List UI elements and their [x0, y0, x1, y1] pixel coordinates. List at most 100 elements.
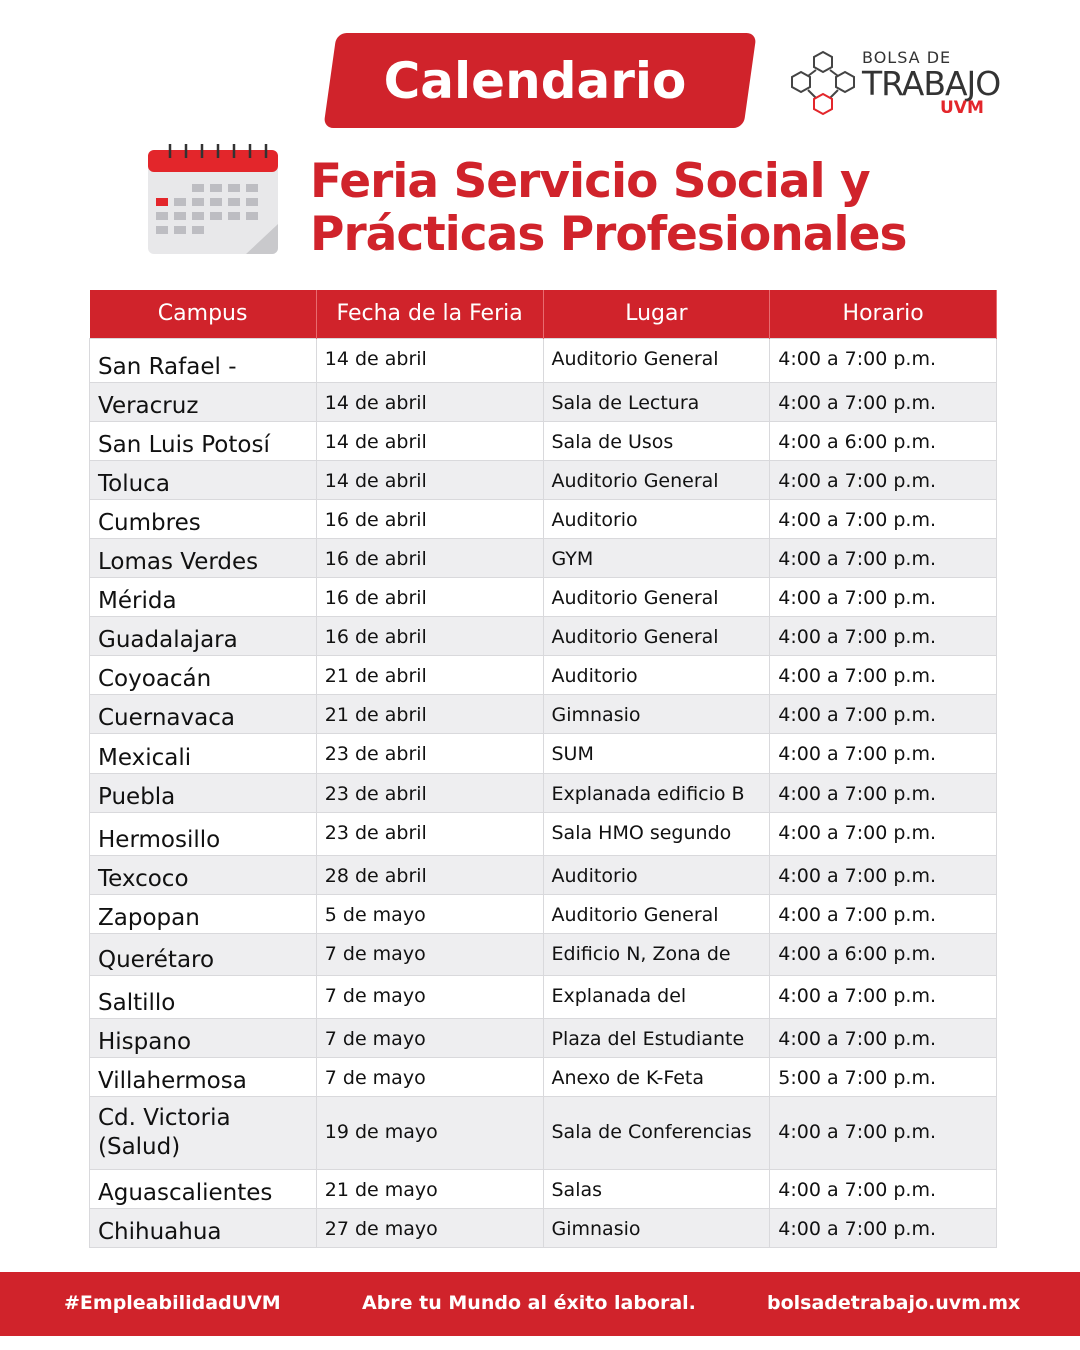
- table-row: Veracruz 14 de abril Sala de Lectura 4:00 a…: [89, 381, 997, 422]
- lugar-cell: Plaza del Estudiante: [542, 1017, 771, 1058]
- fecha-cell: 7 de mayo: [315, 932, 544, 976]
- campus-cell: Cuernavaca: [89, 693, 317, 734]
- header-fecha: Fecha de la Feria: [316, 290, 544, 338]
- logo-line2: TRABAJO: [862, 64, 1001, 103]
- horario-cell: 4:00 a 6:00 p.m.: [769, 420, 997, 461]
- fecha-cell: 21 de mayo: [315, 1168, 544, 1209]
- campus-cell: Guadalajara: [89, 615, 317, 656]
- campus-cell: Zapopan: [89, 893, 317, 934]
- fecha-cell: 16 de abril: [315, 537, 544, 578]
- table-row: Coyoacán 21 de abril Auditorio 4:00 a 7:00 …: [89, 654, 997, 695]
- horario-cell: 4:00 a 7:00 p.m.: [769, 337, 997, 383]
- title-line1: Feria Servicio Social y: [310, 154, 871, 209]
- lugar-cell: Explanada del: [542, 974, 771, 1019]
- header-campus: Campus: [89, 290, 317, 338]
- horario-cell: 4:00 a 7:00 p.m.: [769, 1017, 997, 1058]
- campus-cell: Hermosillo: [89, 811, 317, 856]
- fecha-cell: 16 de abril: [315, 576, 544, 617]
- fecha-cell: 7 de mayo: [315, 1056, 544, 1097]
- table-row: Saltillo 7 de mayo Explanada del 4:00 a 7:0…: [89, 974, 997, 1019]
- campus-cell: Mexicali: [89, 732, 317, 774]
- header-horario: Horario: [769, 290, 997, 338]
- horario-cell: 4:00 a 7:00 p.m.: [769, 974, 997, 1019]
- table-row: Guadalajara 16 de abril Auditorio General 4…: [89, 615, 997, 656]
- campus-cell: Villahermosa: [89, 1056, 317, 1097]
- table-row: Toluca 14 de abril Auditorio General 4:00 a…: [89, 459, 997, 500]
- lugar-cell: SUM: [542, 732, 771, 774]
- table-row: San Luis Potosí 14 de abril Sala de Usos 4:…: [89, 420, 997, 461]
- fecha-cell: 14 de abril: [315, 381, 544, 422]
- lugar-cell: Gimnasio: [542, 693, 771, 734]
- table-row: Chihuahua 27 de mayo Gimnasio 4:00 a 7:00 p…: [89, 1207, 997, 1248]
- footer-hashtag: #EmpleabilidadUVM: [64, 1292, 281, 1314]
- campus-cell: Cd. Victoria (Salud): [89, 1095, 317, 1170]
- horario-cell: 4:00 a 7:00 p.m.: [769, 1095, 997, 1170]
- footer-website[interactable]: bolsadetrabajo.uvm.mx: [767, 1292, 1021, 1314]
- fecha-cell: 27 de mayo: [315, 1207, 544, 1248]
- lugar-cell: Edificio N, Zona de: [542, 932, 771, 976]
- fecha-cell: 16 de abril: [315, 498, 544, 539]
- fecha-cell: 23 de abril: [315, 732, 544, 774]
- campus-cell: Cumbres: [89, 498, 317, 539]
- lugar-cell: Auditorio General: [542, 615, 771, 656]
- table-row: Cd. Victoria (Salud) 19 de mayo Sala de Co…: [89, 1095, 997, 1170]
- fecha-cell: 5 de mayo: [315, 893, 544, 934]
- table-row: Puebla 23 de abril Explanada edificio B 4:0…: [89, 772, 997, 813]
- table-row: Hermosillo 23 de abril Sala HMO segundo 4:0…: [89, 811, 997, 856]
- footer-slogan: Abre tu Mundo al éxito laboral.: [362, 1292, 696, 1314]
- lugar-cell: Sala de Conferencias: [542, 1095, 771, 1170]
- title-line2: Prácticas Profesionales: [310, 207, 907, 262]
- fecha-cell: 16 de abril: [315, 615, 544, 656]
- campus-cell: Puebla: [89, 772, 317, 813]
- lugar-cell: Sala de Usos: [542, 420, 771, 461]
- horario-cell: 4:00 a 7:00 p.m.: [769, 1207, 997, 1248]
- table-row: San Rafael -14 de abril Auditorio General…: [89, 337, 997, 383]
- campus-cell: Veracruz: [89, 381, 317, 422]
- footer-band: #EmpleabilidadUVM Abre tu Mundo al éxito…: [0, 1272, 1080, 1336]
- lugar-cell: Auditorio General: [542, 893, 771, 934]
- fecha-cell: 14 de abril: [315, 459, 544, 500]
- bolsa-de-trabajo-logo: BOLSA DE TRABAJO UVM: [788, 46, 1003, 121]
- horario-cell: 5:00 a 7:00 p.m.: [769, 1056, 997, 1097]
- campus-cell: San Rafael -: [89, 337, 317, 383]
- horario-cell: 4:00 a 7:00 p.m.: [769, 1168, 997, 1209]
- horario-cell: 4:00 a 7:00 p.m.: [769, 576, 997, 617]
- horario-cell: 4:00 a 7:00 p.m.: [769, 615, 997, 656]
- table-row: Lomas Verdes 16 de abril GYM 4:00 a 7:00 p.…: [89, 537, 997, 578]
- fecha-cell: 23 de abril: [315, 811, 544, 856]
- horario-cell: 4:00 a 7:00 p.m.: [769, 498, 997, 539]
- horario-cell: 4:00 a 7:00 p.m.: [769, 654, 997, 695]
- campus-cell: Querétaro: [89, 932, 317, 976]
- table-row: Querétaro 7 de mayo Edificio N, Zona de 4:0…: [89, 932, 997, 976]
- horario-cell: 4:00 a 7:00 p.m.: [769, 772, 997, 813]
- schedule-table: Campus Fecha de la Feria Lugar Horario S…: [89, 290, 997, 1248]
- fecha-cell: 19 de mayo: [315, 1095, 544, 1170]
- lugar-cell: Auditorio General: [542, 576, 771, 617]
- campus-cell: Lomas Verdes: [89, 537, 317, 578]
- campus-cell: Hispano: [89, 1017, 317, 1058]
- logo-line3: UVM: [940, 98, 984, 118]
- campus-cell: Saltillo: [89, 974, 317, 1019]
- lugar-cell: Sala HMO segundo: [542, 811, 771, 856]
- cubes-icon: [791, 50, 855, 116]
- campus-cell: Mérida: [89, 576, 317, 617]
- header-lugar: Lugar: [543, 290, 771, 338]
- lugar-cell: Auditorio: [542, 498, 771, 539]
- lugar-cell: Sala de Lectura: [542, 381, 771, 422]
- table-row: Villahermosa 7 de mayo Anexo de K-Feta 5:00…: [89, 1056, 997, 1097]
- fecha-cell: 14 de abril: [315, 337, 544, 383]
- fecha-cell: 7 de mayo: [315, 974, 544, 1019]
- table-row: Hispano 7 de mayo Plaza del Estudiante 4:00…: [89, 1017, 997, 1058]
- horario-cell: 4:00 a 7:00 p.m.: [769, 459, 997, 500]
- page-title: Feria Servicio Social y Prácticas Profes…: [310, 154, 907, 262]
- horario-cell: 4:00 a 6:00 p.m.: [769, 932, 997, 976]
- fecha-cell: 28 de abril: [315, 854, 544, 895]
- campus-cell: Aguascalientes: [89, 1168, 317, 1209]
- lugar-cell: Gimnasio: [542, 1207, 771, 1248]
- campus-cell: Toluca: [89, 459, 317, 500]
- lugar-cell: Anexo de K-Feta: [542, 1056, 771, 1097]
- logo-line1: BOLSA DE: [862, 48, 952, 67]
- campus-cell: Chihuahua: [89, 1207, 317, 1248]
- table-row: Zapopan 5 de mayo Auditorio General 4:00 a …: [89, 893, 997, 934]
- fecha-cell: 21 de abril: [315, 654, 544, 695]
